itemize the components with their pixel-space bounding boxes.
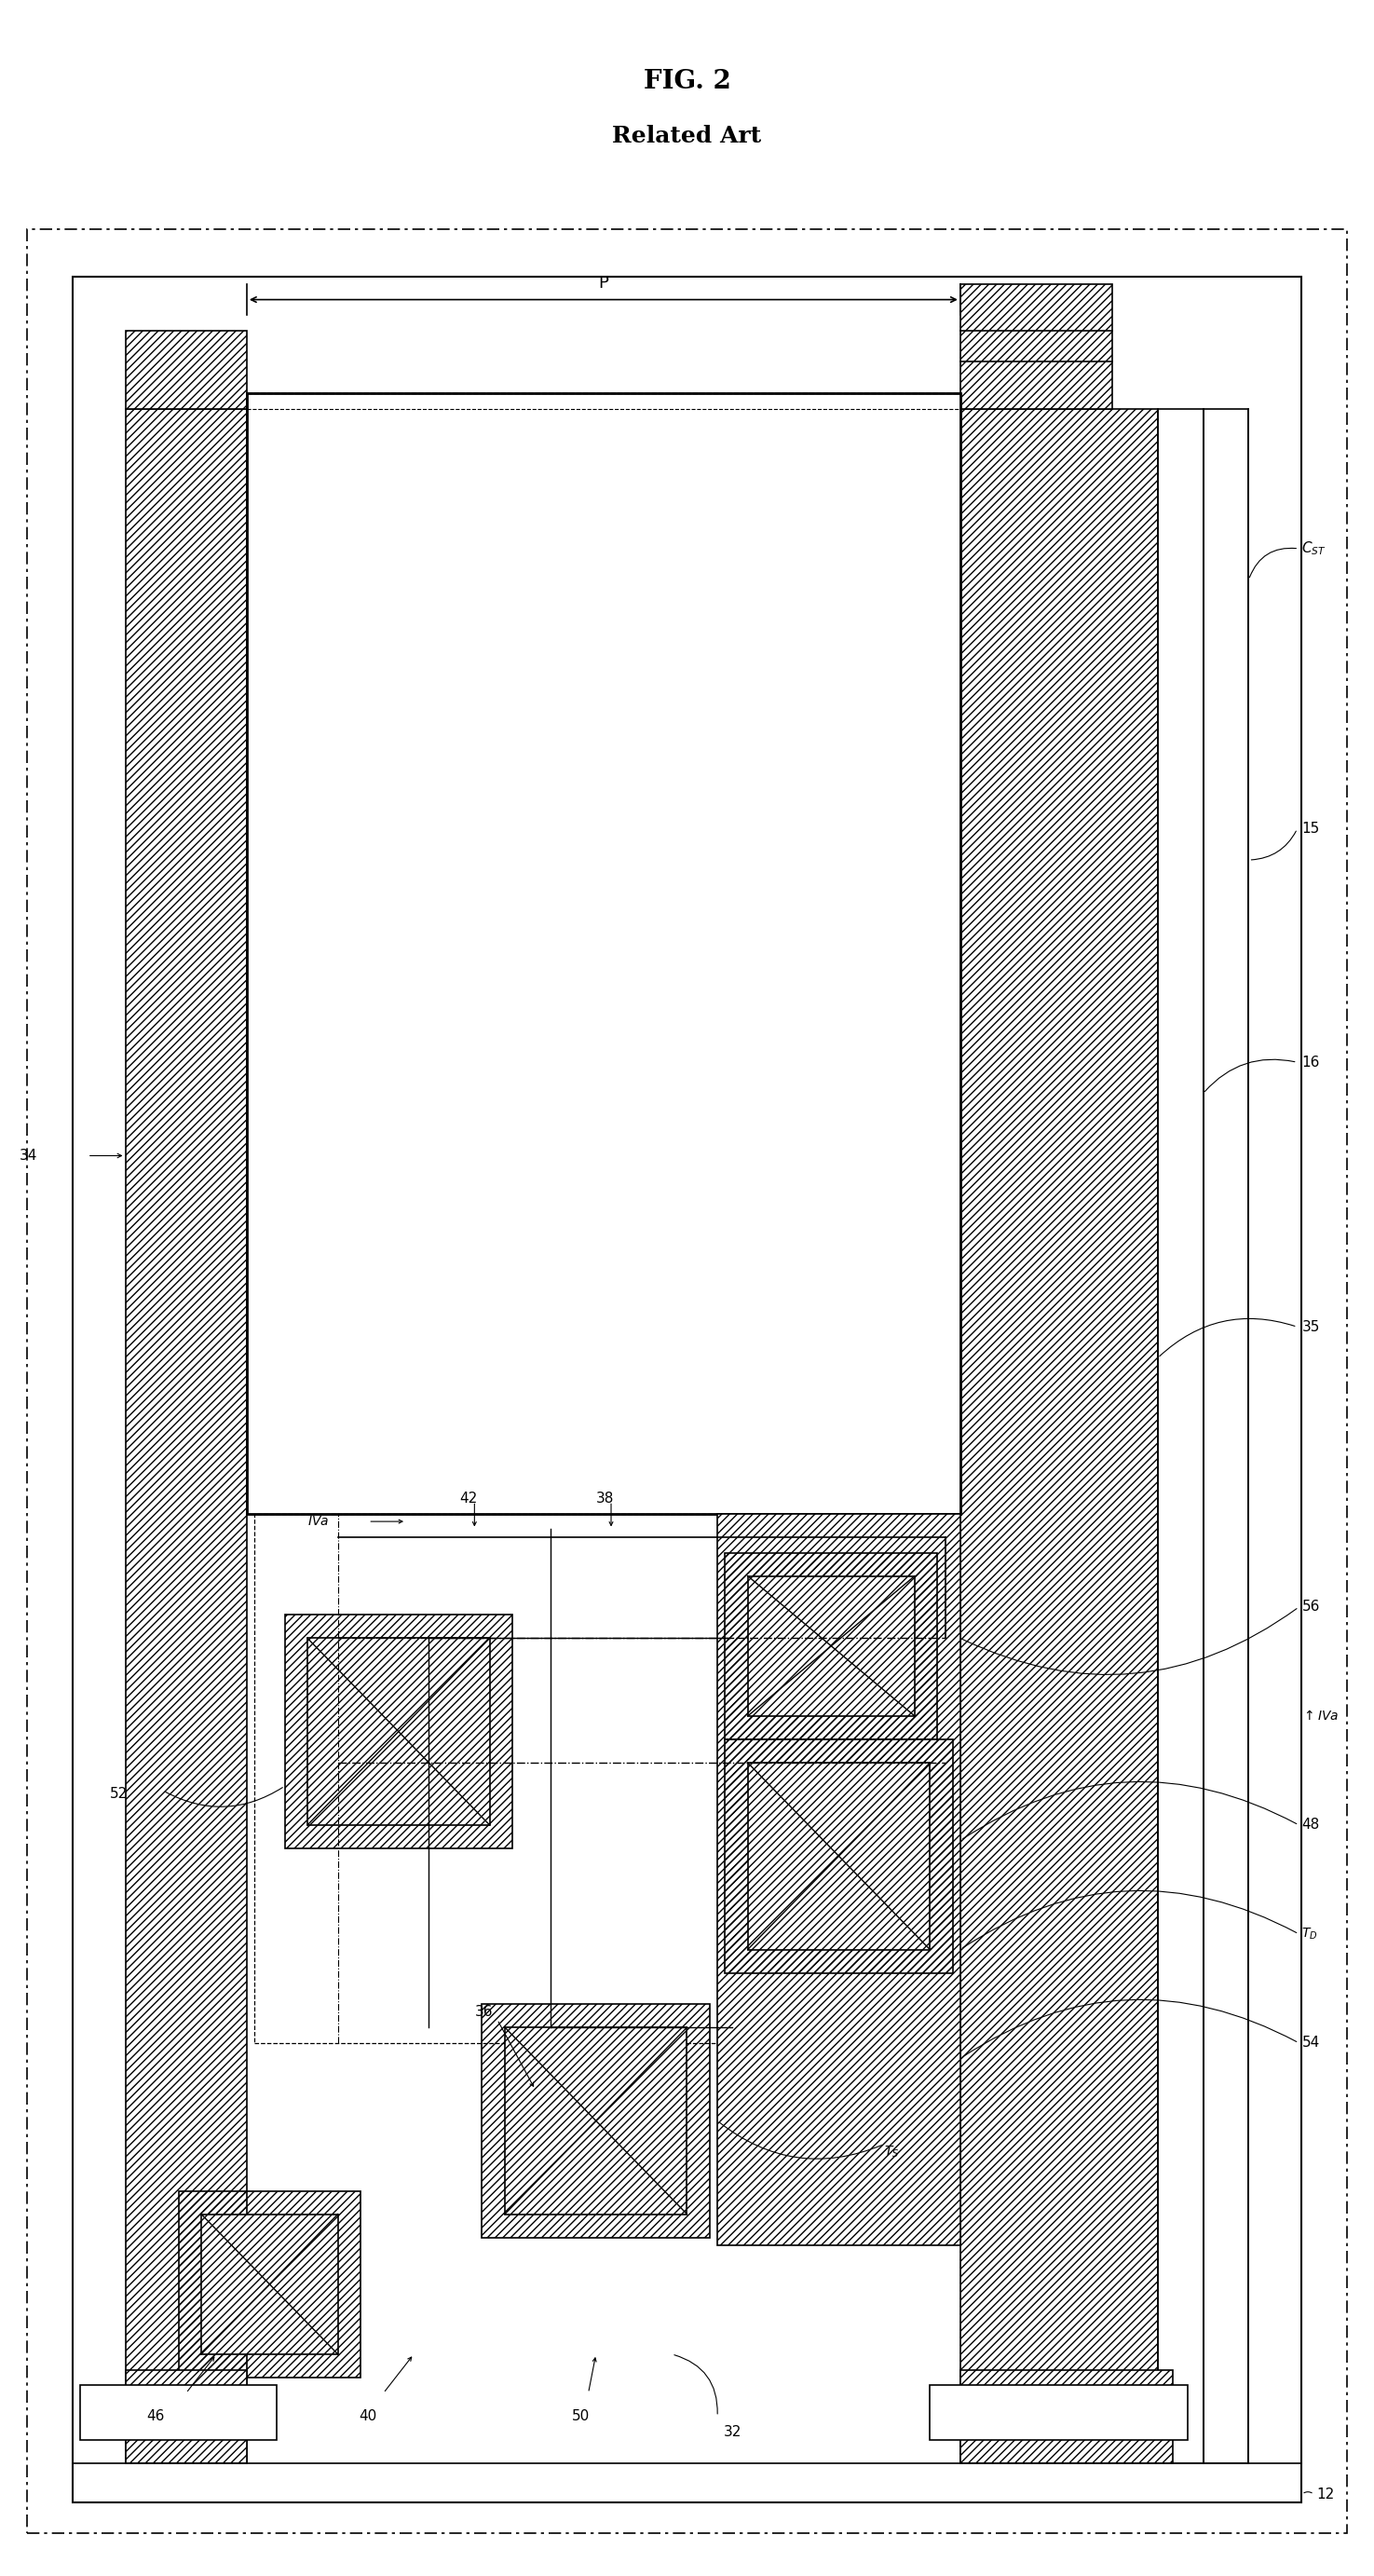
Bar — [308, 1638, 489, 1824]
Bar — [960, 283, 1112, 410]
Text: $T_D$: $T_D$ — [1301, 1927, 1318, 1942]
Bar — [80, 2385, 278, 2439]
Bar — [125, 330, 247, 410]
Text: $T_S$: $T_S$ — [885, 2143, 900, 2159]
Bar — [960, 410, 1157, 2463]
Bar — [930, 2385, 1189, 2439]
Text: 46: 46 — [147, 2409, 165, 2424]
Text: $C_{ST}$: $C_{ST}$ — [1301, 541, 1326, 556]
Text: 42: 42 — [459, 1492, 477, 1504]
Text: 40: 40 — [359, 2409, 378, 2424]
Bar — [125, 410, 247, 2463]
Bar — [26, 229, 1348, 2532]
Bar — [1157, 410, 1204, 2463]
Text: 54: 54 — [1301, 2035, 1320, 2050]
Bar — [717, 1515, 960, 2246]
Bar — [504, 2027, 687, 2215]
Bar — [247, 394, 960, 1515]
Text: 12: 12 — [1318, 2488, 1336, 2501]
Text: 35: 35 — [1301, 1319, 1320, 1334]
Bar — [284, 1615, 513, 1850]
Text: 52: 52 — [110, 1788, 128, 1801]
Bar — [1204, 410, 1249, 2463]
Bar — [254, 1515, 952, 2043]
Text: Related Art: Related Art — [613, 126, 761, 147]
Text: P: P — [599, 276, 609, 291]
Bar — [73, 276, 1301, 2501]
Text: 38: 38 — [596, 1492, 614, 1504]
Text: 34: 34 — [19, 1149, 37, 1162]
Bar — [201, 2215, 338, 2354]
Text: 32: 32 — [724, 2424, 742, 2439]
Bar — [482, 2004, 710, 2239]
Text: $IVa$: $IVa$ — [308, 1515, 330, 1528]
Text: FIG. 2: FIG. 2 — [643, 70, 731, 95]
Text: 50: 50 — [572, 2409, 589, 2424]
Bar — [125, 2370, 247, 2463]
Bar — [747, 1762, 930, 1950]
Text: 16: 16 — [1301, 1056, 1320, 1069]
Text: $\uparrow IVa$: $\uparrow IVa$ — [1301, 1708, 1340, 1723]
Bar — [725, 1739, 952, 1973]
Text: 56: 56 — [1301, 1600, 1320, 1615]
Text: 48: 48 — [1301, 1819, 1320, 1832]
Text: 36: 36 — [474, 2004, 493, 2020]
Bar — [725, 1553, 937, 1739]
Bar — [179, 2190, 360, 2378]
Bar — [960, 2370, 1173, 2463]
Bar — [747, 1577, 915, 1716]
Text: 15: 15 — [1301, 822, 1320, 835]
